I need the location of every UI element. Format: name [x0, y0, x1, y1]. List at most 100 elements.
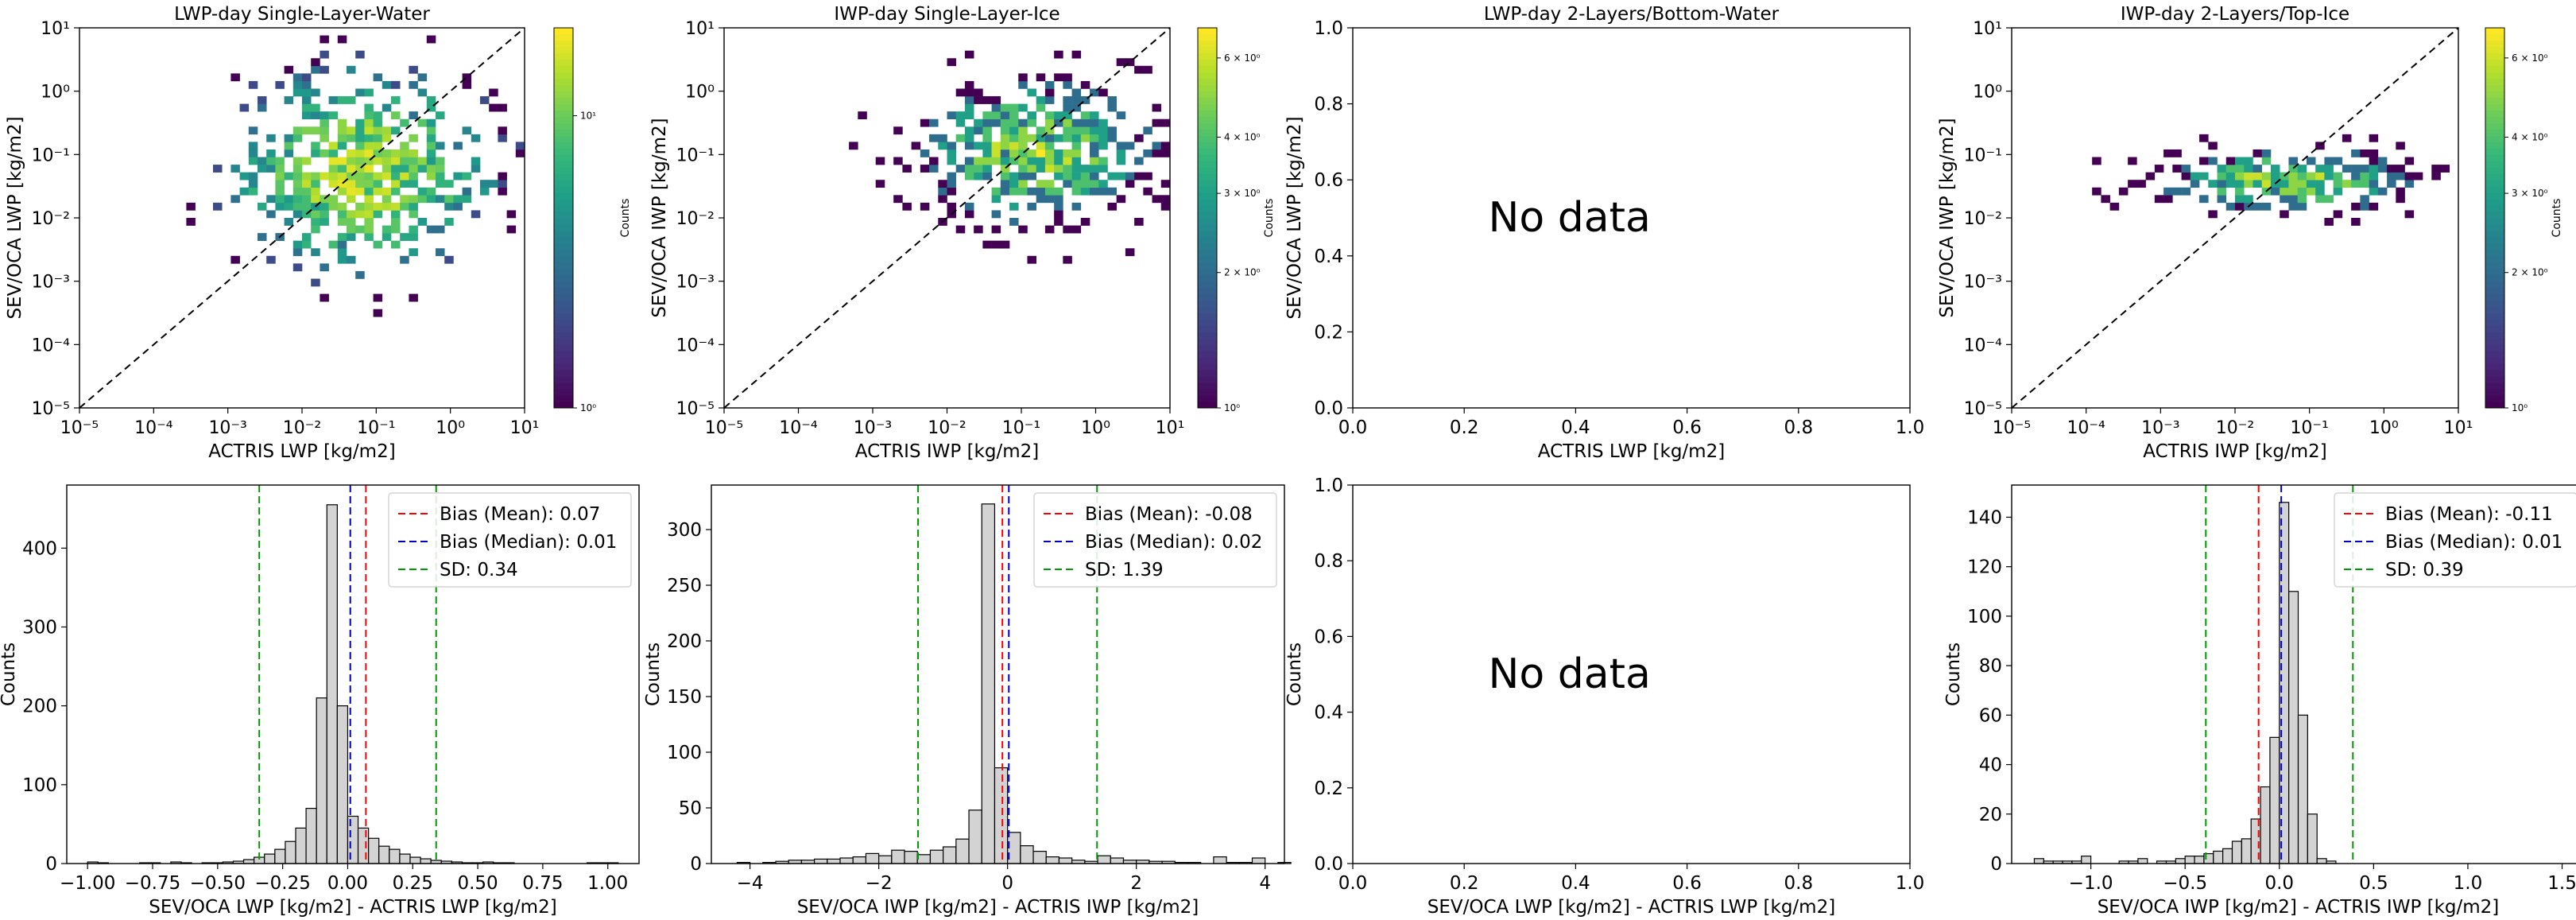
- heatmap-cell: [2253, 180, 2263, 188]
- heatmap-cell: [1152, 103, 1162, 112]
- heatmap-cell: [1098, 165, 1108, 173]
- colorbar-band: [1198, 199, 1217, 206]
- x-tick-label: 0.50: [457, 873, 498, 894]
- empty-panel: 0.0 0.2 0.4 0.6 0.8 1.0 0.0 0.2 0.4 0.6 0.8 1.0 LWP-…: [1284, 4, 1924, 462]
- heatmap-cell: [417, 187, 428, 196]
- heatmap-cell: [248, 142, 258, 150]
- heatmap-cell: [292, 210, 303, 219]
- y-tick-label: 0: [1990, 854, 2002, 875]
- heatmap-cell: [991, 118, 1001, 127]
- heatmap-cell: [1054, 157, 1063, 165]
- heatmap-cell: [230, 73, 240, 82]
- colorbar-band: [2485, 78, 2504, 86]
- y-tick: 200: [22, 697, 67, 717]
- heatmap-cell: [1116, 58, 1126, 67]
- heatmap-cell: [284, 96, 294, 104]
- heatmap-cell: [2181, 165, 2191, 173]
- x-tick-label: 10⁰: [1081, 418, 1110, 438]
- heatmap-cell: [1018, 165, 1028, 173]
- heatmap-cell: [2360, 195, 2369, 204]
- heatmap-cell: [1036, 134, 1046, 142]
- colorbar-band: [554, 129, 573, 136]
- heatmap-cell: [275, 157, 285, 165]
- heatmap-cell: [920, 118, 930, 127]
- heatmap-cell: [248, 172, 258, 181]
- heatmap-cell: [347, 225, 356, 234]
- histogram-bar: [955, 838, 970, 864]
- heatmap-cell: [1107, 126, 1117, 135]
- axes-frame: [1352, 484, 1911, 864]
- colorbar-band: [2485, 46, 2504, 54]
- heatmap-cell: [328, 195, 339, 204]
- heatmap-cell: [436, 172, 445, 181]
- colorbar-band: [554, 338, 573, 345]
- heatmap-cell: [1018, 103, 1028, 112]
- heatmap-cell: [417, 165, 428, 173]
- colorbar-band: [554, 154, 573, 161]
- heatmap-cell: [382, 103, 392, 112]
- heatmap-cell: [2369, 172, 2379, 181]
- heatmap-cell: [1090, 187, 1099, 196]
- heatmap-cell: [347, 134, 356, 142]
- heatmap-cell: [2351, 172, 2361, 181]
- colorbar-band: [2485, 173, 2504, 181]
- colorbar-tick-label: 10⁰: [580, 402, 596, 413]
- heatmap-cell: [2225, 157, 2236, 165]
- heatmap-cell: [2244, 157, 2253, 165]
- y-tick-label: 10⁻³: [1964, 273, 2002, 293]
- heatmap-cell: [391, 210, 401, 219]
- histogram-bar: [891, 849, 905, 864]
- heatmap-cell: [1044, 134, 1055, 142]
- colorbar-band: [554, 116, 573, 123]
- heatmap-cell: [964, 88, 974, 97]
- histogram-bar: [389, 848, 401, 864]
- heatmap-cell: [2288, 157, 2298, 165]
- heatmap-cell: [347, 172, 356, 181]
- heatmap-cell: [364, 172, 374, 181]
- heatmap-cell: [2235, 195, 2245, 204]
- heatmap-cell: [1009, 187, 1019, 196]
- heatmap-cell: [400, 195, 409, 204]
- heatmap-cell: [2190, 172, 2200, 181]
- heatmap-cell: [2396, 165, 2405, 173]
- heatmap-cell: [1080, 180, 1090, 188]
- x-tick-label: 10⁻⁴: [134, 418, 173, 438]
- heatmap-cell: [2235, 187, 2245, 196]
- colorbar-band: [1198, 192, 1217, 200]
- heatmap-cell: [2324, 195, 2334, 204]
- colorbar-tick-label: 3 × 10⁰: [1224, 188, 1261, 199]
- heatmap-cell: [875, 157, 885, 165]
- heatmap-cell: [1160, 180, 1171, 188]
- y-tick-label: 0.0: [1314, 854, 1343, 875]
- histogram-bar: [916, 854, 932, 864]
- heatmap-cell: [2199, 172, 2209, 181]
- heatmap-cell: [292, 263, 303, 272]
- heatmap-cell: [2351, 218, 2361, 226]
- colorbar-band: [2485, 28, 2504, 35]
- heatmap-cell: [337, 96, 347, 104]
- heatmap-cell: [337, 255, 347, 264]
- colorbar-band: [554, 223, 573, 231]
- heatmap-cell: [284, 65, 294, 74]
- colorbar-band: [2485, 154, 2504, 161]
- heatmap-cell: [955, 134, 966, 142]
- heatmap-cell: [462, 80, 472, 89]
- heatmap-cell: [2333, 172, 2343, 181]
- histogram-bar: [357, 827, 370, 864]
- colorbar-band: [2485, 40, 2504, 48]
- heatmap-cell: [920, 165, 930, 173]
- y-tick-label: 10⁰: [41, 83, 70, 103]
- heatmap-cell: [974, 172, 983, 181]
- colorbar-band: [1198, 287, 1217, 295]
- heatmap-cell: [426, 142, 436, 150]
- y-tick-label: 10⁻²: [32, 209, 70, 229]
- heatmap-cell: [462, 172, 472, 181]
- y-tick-label: 10⁻³: [32, 273, 70, 293]
- colorbar-band: [1198, 167, 1217, 174]
- heatmap-cell: [1000, 165, 1010, 173]
- heatmap-cell: [498, 126, 507, 135]
- heatmap-cell: [1080, 111, 1090, 120]
- heatmap-cell: [1063, 165, 1072, 173]
- colorbar-band: [2485, 255, 2504, 263]
- heatmap-cell: [2253, 202, 2263, 211]
